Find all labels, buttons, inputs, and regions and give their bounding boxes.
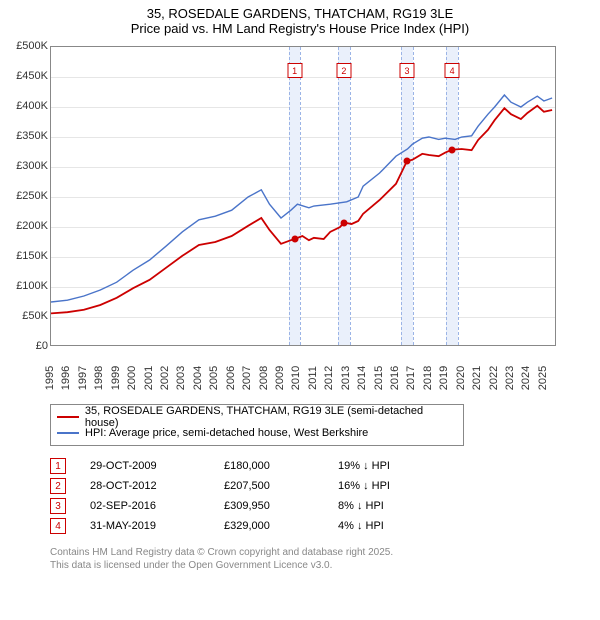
y-tick-label: £0 [4, 340, 48, 352]
x-tick-label: 1999 [110, 366, 122, 390]
x-tick-label: 2024 [520, 366, 532, 390]
transaction-date: 28-OCT-2012 [90, 480, 200, 492]
x-tick-label: 2018 [422, 366, 434, 390]
transaction-price: £180,000 [224, 460, 314, 472]
title-subtitle: Price paid vs. HM Land Registry's House … [0, 21, 600, 36]
y-tick-label: £300K [4, 160, 48, 172]
x-tick-label: 1995 [44, 366, 56, 390]
transaction-marker: 3 [50, 498, 66, 514]
x-tick-label: 2007 [241, 366, 253, 390]
transaction-diff: 8% ↓ HPI [338, 500, 448, 512]
y-tick-label: £500K [4, 40, 48, 52]
x-tick-label: 2004 [192, 366, 204, 390]
footer: Contains HM Land Registry data © Crown c… [50, 546, 600, 572]
chart-container: 35, ROSEDALE GARDENS, THATCHAM, RG19 3LE… [0, 0, 600, 572]
x-tick-label: 2008 [258, 366, 270, 390]
sale-dot [291, 236, 298, 243]
legend-label: 35, ROSEDALE GARDENS, THATCHAM, RG19 3LE… [85, 405, 457, 429]
x-tick-label: 2000 [126, 366, 138, 390]
footer-line2: This data is licensed under the Open Gov… [50, 559, 600, 572]
legend-label: HPI: Average price, semi-detached house,… [85, 427, 368, 439]
sale-marker-box: 3 [400, 63, 415, 78]
transaction-row: 1 29-OCT-2009 £180,000 19% ↓ HPI [50, 456, 600, 476]
transaction-date: 29-OCT-2009 [90, 460, 200, 472]
x-tick-label: 2021 [471, 366, 483, 390]
transaction-diff: 4% ↓ HPI [338, 520, 448, 532]
x-tick-label: 2025 [537, 366, 549, 390]
x-tick-label: 2014 [356, 366, 368, 390]
x-tick-label: 2001 [143, 366, 155, 390]
transaction-marker: 4 [50, 518, 66, 534]
sale-marker-box: 4 [445, 63, 460, 78]
y-tick-label: £450K [4, 70, 48, 82]
transaction-marker: 1 [50, 458, 66, 474]
x-tick-label: 1998 [93, 366, 105, 390]
title-block: 35, ROSEDALE GARDENS, THATCHAM, RG19 3LE… [0, 0, 600, 38]
x-tick-label: 2005 [208, 366, 220, 390]
x-tick-label: 2002 [159, 366, 171, 390]
sale-dot [404, 158, 411, 165]
sale-dot [449, 146, 456, 153]
transaction-row: 4 31-MAY-2019 £329,000 4% ↓ HPI [50, 516, 600, 536]
x-tick-label: 2020 [455, 366, 467, 390]
x-tick-label: 2023 [504, 366, 516, 390]
series-svg [51, 47, 557, 347]
transaction-row: 3 02-SEP-2016 £309,950 8% ↓ HPI [50, 496, 600, 516]
y-tick-label: £200K [4, 220, 48, 232]
x-tick-label: 2006 [225, 366, 237, 390]
y-tick-label: £350K [4, 130, 48, 142]
series-line-price_paid [51, 106, 552, 314]
transaction-marker: 2 [50, 478, 66, 494]
x-tick-label: 2015 [373, 366, 385, 390]
legend-swatch [57, 416, 79, 418]
x-tick-label: 2003 [175, 366, 187, 390]
x-tick-label: 2011 [307, 366, 319, 390]
legend-row: 35, ROSEDALE GARDENS, THATCHAM, RG19 3LE… [57, 409, 457, 425]
x-tick-label: 2012 [323, 366, 335, 390]
transaction-diff: 16% ↓ HPI [338, 480, 448, 492]
transactions-table: 1 29-OCT-2009 £180,000 19% ↓ HPI 2 28-OCT-201… [50, 456, 600, 536]
chart-area: 1 2 3 4 £0 £50K £100K £150K £200K £250K £300K £350… [4, 42, 564, 402]
y-tick-label: £50K [4, 310, 48, 322]
sale-dot [340, 219, 347, 226]
x-tick-label: 2022 [488, 366, 500, 390]
transaction-price: £309,950 [224, 500, 314, 512]
transaction-row: 2 28-OCT-2012 £207,500 16% ↓ HPI [50, 476, 600, 496]
y-tick-label: £400K [4, 100, 48, 112]
transaction-price: £207,500 [224, 480, 314, 492]
x-tick-label: 2010 [290, 366, 302, 390]
x-tick-label: 2009 [274, 366, 286, 390]
sale-marker-box: 1 [287, 63, 302, 78]
series-line-hpi [51, 95, 552, 302]
title-address: 35, ROSEDALE GARDENS, THATCHAM, RG19 3LE [0, 6, 600, 21]
y-tick-label: £150K [4, 250, 48, 262]
y-tick-label: £100K [4, 280, 48, 292]
transaction-date: 02-SEP-2016 [90, 500, 200, 512]
x-tick-label: 2013 [340, 366, 352, 390]
transaction-diff: 19% ↓ HPI [338, 460, 448, 472]
x-tick-label: 1997 [77, 366, 89, 390]
x-tick-label: 1996 [60, 366, 72, 390]
legend-swatch [57, 432, 79, 434]
plot-area: 1 2 3 4 [50, 46, 556, 346]
y-tick-label: £250K [4, 190, 48, 202]
x-tick-label: 2016 [389, 366, 401, 390]
sale-marker-box: 2 [336, 63, 351, 78]
transaction-date: 31-MAY-2019 [90, 520, 200, 532]
x-tick-label: 2019 [438, 366, 450, 390]
legend: 35, ROSEDALE GARDENS, THATCHAM, RG19 3LE… [50, 404, 464, 446]
footer-line1: Contains HM Land Registry data © Crown c… [50, 546, 600, 559]
x-tick-label: 2017 [405, 366, 417, 390]
transaction-price: £329,000 [224, 520, 314, 532]
